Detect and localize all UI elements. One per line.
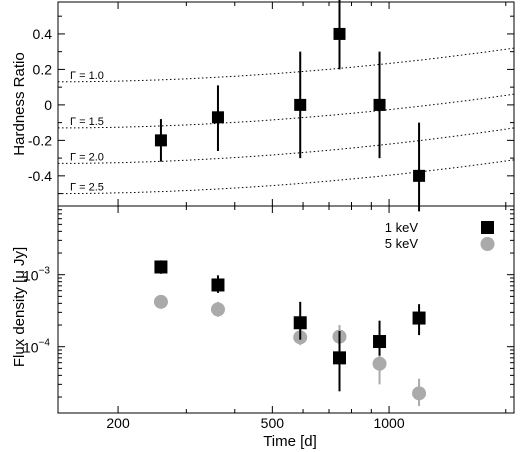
data-point-1kev <box>211 278 225 292</box>
data-point-5kev <box>210 302 225 317</box>
bottom-y-axis-title: Flux density [μ Jy] <box>11 247 28 367</box>
hardness-ratio-panel: -0.4 -0.2 0 0.2 0.4 Γ = 1.0 Γ = 1.5 Γ = 2.0 Γ = … <box>28 0 515 212</box>
top-y-tick-label: -0.4 <box>28 168 52 184</box>
model-curve-label: Γ = 1.0 <box>70 70 104 82</box>
data-point-1kev <box>332 351 346 365</box>
model-curve <box>58 127 515 164</box>
top-y-tick-label: -0.2 <box>28 132 52 148</box>
data-point-5kev <box>153 294 168 309</box>
data-point-1kev <box>412 311 426 325</box>
x-tick-label: 500 <box>261 415 285 431</box>
bottom-y-tick-label: 10−3 <box>23 266 50 284</box>
top-y-tick-label: 0 <box>44 97 52 113</box>
legend: 1 keV 5 keV <box>385 220 495 251</box>
legend-label-5kev: 5 keV <box>385 236 419 251</box>
x-axis-title: Time [d] <box>263 433 317 450</box>
model-curve <box>58 47 515 83</box>
bottom-y-tick-label: 10−4 <box>23 338 50 356</box>
top-panel-frame <box>57 1 515 207</box>
data-point-5kev <box>372 356 387 371</box>
model-curve-label: Γ = 2.5 <box>70 182 104 194</box>
data-point-1kev <box>373 335 387 349</box>
data-point-hardness <box>211 111 224 124</box>
legend-label-1kev: 1 keV <box>385 220 419 235</box>
model-curve-label: Γ = 1.5 <box>70 116 104 128</box>
data-point-hardness <box>373 98 386 111</box>
data-point-hardness <box>333 27 346 40</box>
model-curve-label: Γ = 2.0 <box>70 151 104 163</box>
x-tick-label: 1000 <box>373 415 404 431</box>
data-point-5kev <box>412 386 427 401</box>
legend-marker-5kev <box>480 237 495 251</box>
flux-density-panel: 200 500 1000 10−4 10−3 <box>23 205 515 431</box>
data-point-hardness <box>154 134 167 147</box>
top-y-tick-label: 0.4 <box>33 26 53 42</box>
legend-marker-1kev <box>481 221 494 234</box>
top-y-axis-title: Hardness Ratio <box>11 52 28 155</box>
model-curve <box>58 159 515 195</box>
x-tick-label: 200 <box>106 415 130 431</box>
top-y-tick-label: 0.2 <box>33 61 53 77</box>
data-point-1kev <box>154 260 168 274</box>
data-point-hardness <box>294 98 307 111</box>
data-point-hardness <box>413 169 426 182</box>
data-point-1kev <box>293 316 307 330</box>
model-curve <box>58 93 515 129</box>
bottom-panel-frame <box>57 205 515 414</box>
